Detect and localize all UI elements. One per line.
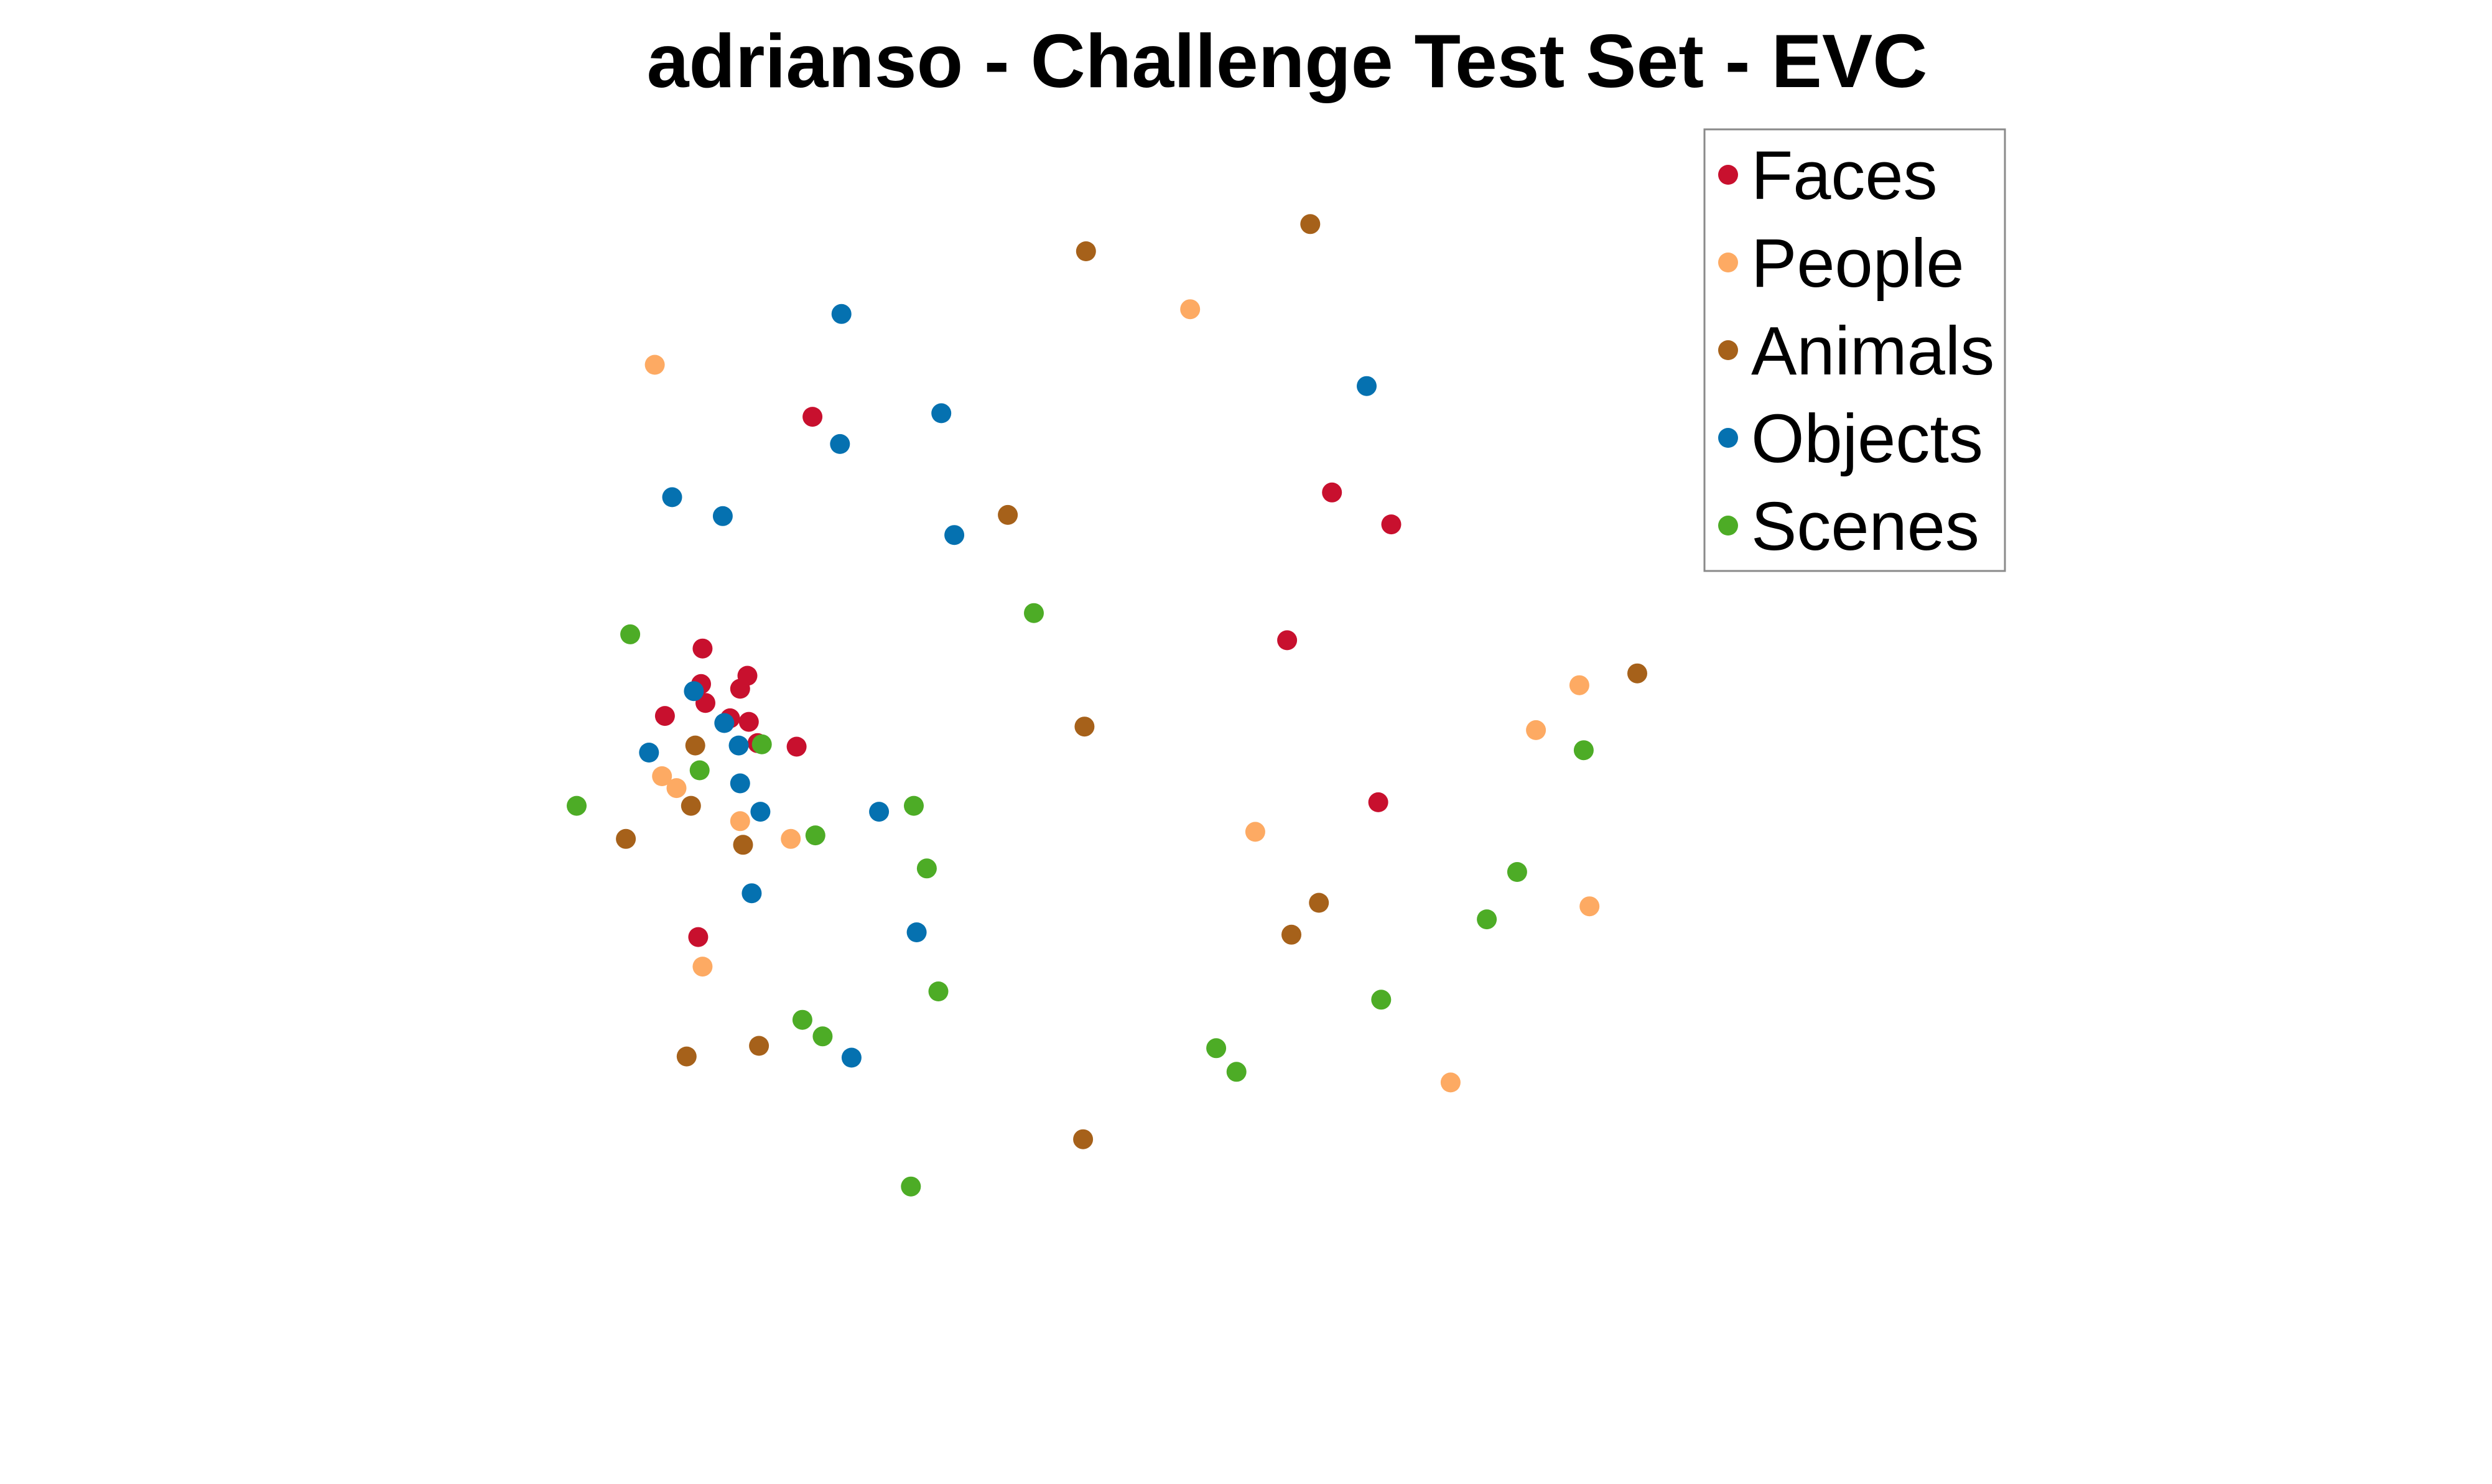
data-point-faces-11 — [1277, 630, 1298, 651]
data-point-faces-15 — [1368, 792, 1388, 812]
data-point-people-12 — [1440, 1072, 1461, 1093]
legend-label-scenes: Scenes — [1751, 488, 1979, 565]
data-point-scenes-1 — [1024, 603, 1044, 623]
data-point-objects-9 — [714, 713, 735, 733]
data-point-scenes-17 — [1226, 1062, 1247, 1082]
data-point-scenes-12 — [928, 981, 949, 1001]
data-point-people-7 — [730, 811, 750, 832]
data-point-objects-3 — [931, 403, 952, 424]
data-point-animals-14 — [1073, 1129, 1094, 1149]
data-point-scenes-11 — [1477, 909, 1497, 930]
legend-label-faces: Faces — [1751, 137, 1938, 214]
data-point-faces-4 — [692, 638, 713, 659]
data-point-people-5 — [652, 766, 672, 786]
legend: Faces People Animals Objects Scenes — [1703, 128, 2006, 572]
data-point-scenes-7 — [904, 795, 924, 816]
data-point-animals-9 — [733, 835, 753, 855]
data-point-objects-7 — [944, 525, 965, 545]
legend-label-animals: Animals — [1751, 313, 1994, 389]
data-point-scenes-8 — [805, 825, 825, 846]
data-point-scenes-4 — [1573, 740, 1594, 761]
data-point-objects-4 — [830, 434, 850, 454]
data-point-objects-5 — [662, 487, 682, 508]
data-point-objects-8 — [684, 681, 704, 702]
series-scenes — [567, 603, 1594, 1197]
legend-marker-scenes — [1718, 516, 1738, 536]
plot-area — [567, 214, 1647, 1197]
data-point-scenes-2 — [620, 624, 641, 644]
data-point-people-1 — [1180, 299, 1201, 320]
data-point-animals-7 — [681, 795, 701, 816]
data-point-faces-3 — [1381, 514, 1402, 535]
data-point-animals-6 — [685, 735, 705, 756]
data-point-objects-16 — [906, 922, 927, 942]
data-point-faces-12 — [738, 712, 759, 732]
data-point-scenes-15 — [812, 1026, 833, 1047]
data-point-objects-1 — [831, 304, 852, 324]
data-point-animals-4 — [1627, 663, 1647, 684]
data-point-people-4 — [1526, 720, 1546, 740]
data-point-animals-5 — [1074, 716, 1095, 737]
data-point-objects-11 — [639, 743, 659, 763]
data-point-objects-14 — [869, 802, 890, 822]
data-point-animals-11 — [1281, 924, 1301, 945]
legend-marker-people — [1718, 253, 1738, 272]
data-point-faces-2 — [1322, 482, 1342, 503]
data-point-animals-13 — [676, 1046, 697, 1067]
data-point-objects-13 — [750, 802, 771, 822]
data-point-scenes-5 — [689, 760, 710, 781]
data-point-animals-1 — [1300, 214, 1321, 234]
data-point-objects-6 — [712, 506, 733, 526]
data-point-people-8 — [781, 828, 801, 849]
series-people — [644, 299, 1600, 1093]
data-point-animals-3 — [998, 504, 1018, 525]
data-point-scenes-13 — [792, 1009, 812, 1030]
data-point-people-6 — [666, 778, 687, 799]
legend-label-people: People — [1751, 225, 1964, 302]
data-point-scenes-14 — [1371, 990, 1392, 1010]
data-point-objects-12 — [730, 773, 750, 794]
data-point-people-11 — [692, 957, 713, 977]
data-point-scenes-6 — [567, 795, 587, 816]
series-animals — [616, 214, 1647, 1149]
data-point-animals-12 — [749, 1036, 769, 1056]
data-point-people-9 — [1245, 822, 1265, 842]
data-point-scenes-10 — [1507, 862, 1527, 882]
data-point-people-2 — [644, 355, 665, 375]
data-point-scenes-18 — [901, 1176, 921, 1197]
data-point-animals-2 — [1076, 241, 1096, 261]
series-objects — [639, 304, 1377, 1068]
data-point-people-3 — [1569, 675, 1589, 695]
data-point-faces-14 — [786, 736, 807, 757]
data-point-objects-2 — [1357, 376, 1377, 396]
data-point-faces-1 — [802, 407, 823, 427]
data-point-faces-8 — [654, 706, 675, 726]
data-point-objects-17 — [841, 1047, 862, 1068]
data-point-faces-10 — [730, 679, 750, 699]
data-point-animals-10 — [1309, 893, 1329, 913]
legend-marker-animals — [1718, 340, 1738, 360]
data-point-scenes-3 — [751, 734, 772, 754]
data-point-people-10 — [1579, 896, 1600, 917]
data-point-animals-8 — [616, 828, 636, 849]
legend-box — [1703, 128, 2006, 572]
data-point-scenes-9 — [916, 858, 937, 879]
data-point-scenes-16 — [1206, 1038, 1227, 1059]
legend-marker-objects — [1718, 428, 1738, 448]
legend-label-objects: Objects — [1751, 401, 1983, 477]
data-point-objects-15 — [742, 883, 762, 904]
data-point-faces-16 — [688, 927, 709, 947]
legend-marker-faces — [1718, 165, 1738, 185]
chart-title: adrianso - Challenge Test Set - EVC — [647, 19, 1928, 103]
data-point-objects-10 — [728, 735, 749, 756]
